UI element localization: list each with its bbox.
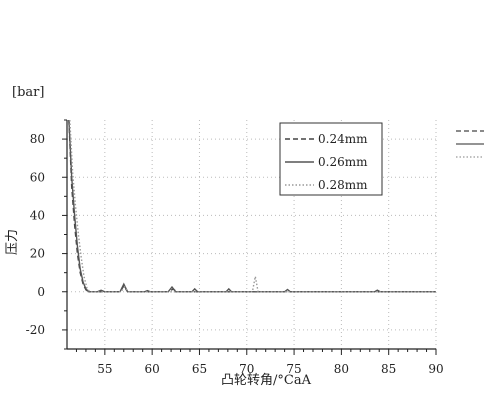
series-line-0 [68,120,436,293]
y-tick-label: 0 [37,285,45,299]
unit-label: [bar] [12,85,44,100]
x-tick-label: 85 [381,362,396,376]
y-tick-label: 80 [30,132,45,146]
x-tick-label: 55 [97,362,112,376]
series-lines [68,120,436,293]
x-tick-label: 90 [428,362,443,376]
x-tick-label: 70 [239,362,254,376]
side-legend-swatches [456,130,484,158]
legend-entry-1: 0.26mm [318,155,368,169]
legend-box [279,122,383,196]
ticks: -20 0 20 40 60 80 55 60 65 70 75 80 85 90 [26,119,444,376]
x-tick-label: 65 [192,362,207,376]
x-tick-label: 80 [334,362,349,376]
x-axis-title: 凸轮转角/°CaA [221,373,312,388]
y-tick-label: 20 [30,247,45,261]
legend-entry-2: 0.28mm [318,178,368,192]
legend-entry-0: 0.24mm [318,132,368,146]
y-tick-label: 40 [30,208,45,222]
x-tick-label: 75 [286,362,301,376]
series-line-2 [69,120,436,293]
y-axis-title: 压力 [5,229,20,255]
legend: 0.24mm 0.26mm 0.28mm [279,122,383,196]
y-tick-label: -20 [26,323,45,337]
y-tick-label: 60 [30,170,45,184]
x-tick-label: 60 [145,362,160,376]
